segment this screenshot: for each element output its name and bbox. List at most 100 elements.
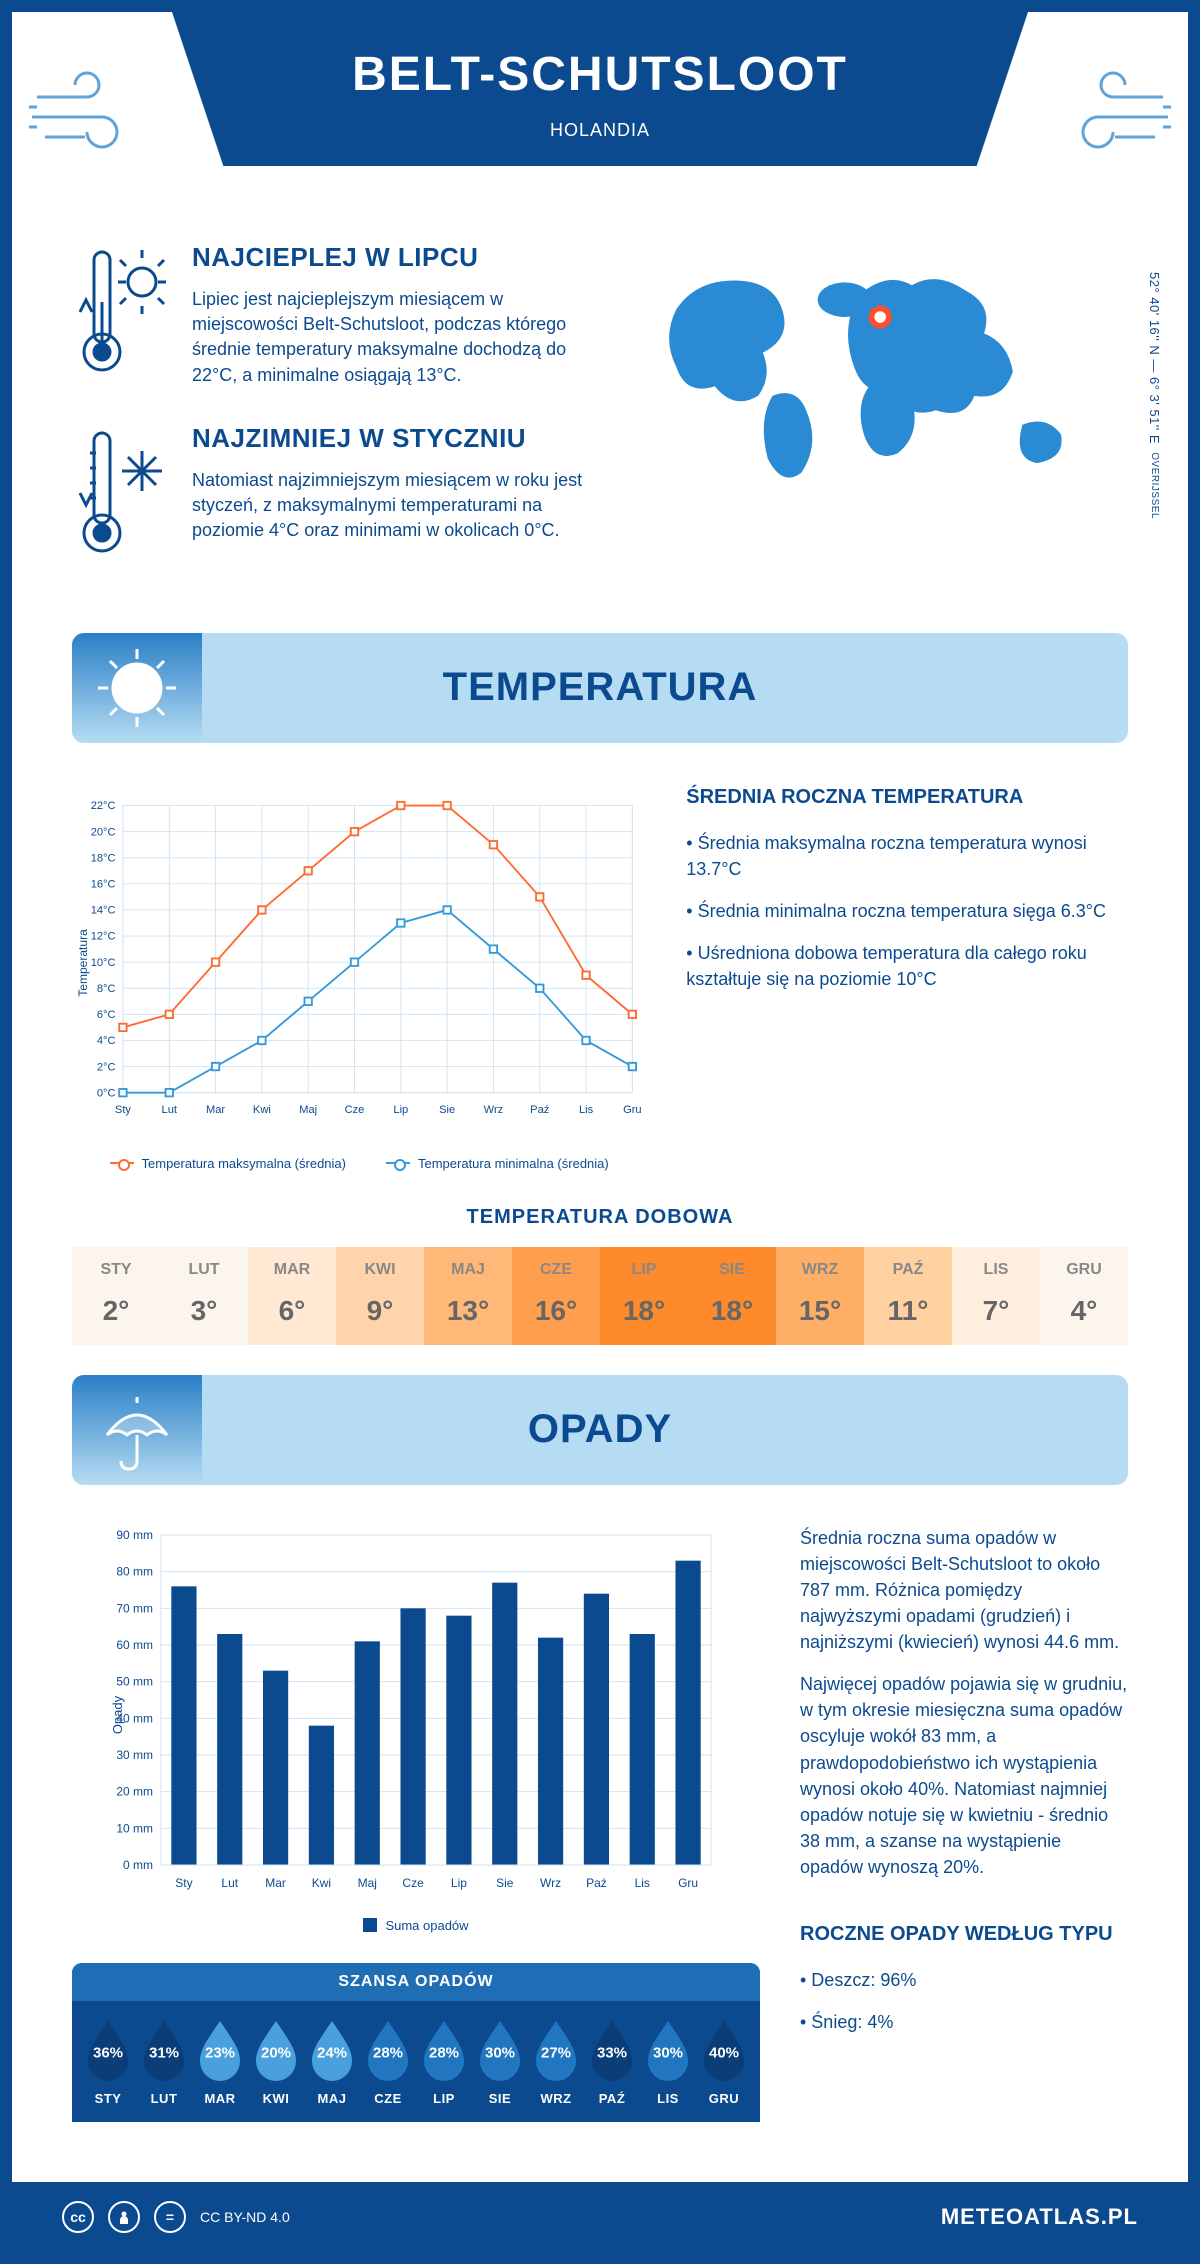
precip-chance-cell: 30% SIE	[474, 2019, 526, 2106]
svg-text:50 mm: 50 mm	[116, 1674, 153, 1688]
svg-text:Lut: Lut	[221, 1876, 238, 1890]
svg-text:Wrz: Wrz	[540, 1876, 561, 1890]
svg-text:Lip: Lip	[393, 1104, 408, 1116]
svg-text:60 mm: 60 mm	[116, 1638, 153, 1652]
coldest-block: NAJZIMNIEJ W STYCZNIU Natomiast najzimni…	[72, 423, 598, 568]
daily-temp-cell: MAR6°	[248, 1247, 336, 1345]
by-icon	[108, 2201, 140, 2233]
precip-chance-cell: 33% PAŹ	[586, 2019, 638, 2106]
precip-chance-cell: 20% KWI	[250, 2019, 302, 2106]
svg-text:30 mm: 30 mm	[116, 1748, 153, 1762]
precip-type-item: • Deszcz: 96%	[800, 1967, 1128, 1993]
world-map-block: 52° 40' 16'' N — 6° 3' 51'' E OVERIJSSEL	[628, 242, 1128, 603]
svg-text:22°C: 22°C	[91, 800, 116, 812]
precip-type-title: ROCZNE OPADY WEDŁUG TYPU	[800, 1920, 1128, 1949]
svg-text:Maj: Maj	[358, 1876, 377, 1890]
svg-text:Lut: Lut	[162, 1104, 177, 1116]
svg-text:Opady: Opady	[110, 1695, 125, 1734]
svg-text:Wrz: Wrz	[484, 1104, 504, 1116]
svg-text:Kwi: Kwi	[253, 1104, 271, 1116]
svg-text:Lis: Lis	[635, 1876, 650, 1890]
precip-chance-cell: 28% CZE	[362, 2019, 414, 2106]
temp-summary-title: ŚREDNIA ROCZNA TEMPERATURA	[686, 783, 1128, 812]
svg-text:Mar: Mar	[206, 1104, 225, 1116]
daily-temp-grid: STY2°LUT3°MAR6°KWI9°MAJ13°CZE16°LIP18°SI…	[72, 1247, 1128, 1345]
page-frame: BELT-SCHUTSLOOT HOLANDIA	[0, 0, 1200, 2264]
svg-text:20 mm: 20 mm	[116, 1784, 153, 1798]
sun-icon	[72, 633, 202, 743]
precip-type-item: • Śnieg: 4%	[800, 2009, 1128, 2035]
location-title: BELT-SCHUTSLOOT	[192, 47, 1008, 102]
precip-chance-cell: 31% LUT	[138, 2019, 190, 2106]
precip-chance-cell: 24% MAJ	[306, 2019, 358, 2106]
svg-text:70 mm: 70 mm	[116, 1601, 153, 1615]
precip-chance-cell: 36% STY	[82, 2019, 134, 2106]
cc-icon: cc	[62, 2201, 94, 2233]
svg-text:6°C: 6°C	[97, 1009, 116, 1021]
svg-text:Sie: Sie	[496, 1876, 514, 1890]
warmest-block: NAJCIEPLEJ W LIPCU Lipiec jest najcieple…	[72, 242, 598, 388]
warmest-title: NAJCIEPLEJ W LIPCU	[192, 242, 598, 273]
svg-text:Mar: Mar	[265, 1876, 286, 1890]
precip-chance-cell: 30% LIS	[642, 2019, 694, 2106]
svg-text:16°C: 16°C	[91, 878, 116, 890]
daily-temp-cell: WRZ15°	[776, 1247, 864, 1345]
wind-icon-left	[12, 12, 162, 157]
temperature-heading: TEMPERATURA	[202, 665, 1128, 710]
precip-chance-cell: 27% WRZ	[530, 2019, 582, 2106]
thermometer-sun-icon	[72, 242, 172, 388]
daily-temp-title: TEMPERATURA DOBOWA	[72, 1206, 1128, 1229]
svg-text:8°C: 8°C	[97, 983, 116, 995]
svg-text:Paź: Paź	[586, 1876, 607, 1890]
svg-text:4°C: 4°C	[97, 1035, 116, 1047]
chance-title: SZANSA OPADÓW	[72, 1963, 760, 2001]
license-badges: cc = CC BY-ND 4.0	[62, 2201, 290, 2233]
precipitation-heading: OPADY	[202, 1407, 1128, 1452]
precip-chance-cell: 28% LIP	[418, 2019, 470, 2106]
daily-temp-cell: CZE16°	[512, 1247, 600, 1345]
precip-chance-cell: 40% GRU	[698, 2019, 750, 2106]
temperature-chart: 0°C 2°C 4°C 6°C 8°C 10°C 12°C 14°C 16°C 18°C 20°C 2…	[72, 783, 646, 1171]
thermometer-snow-icon	[72, 423, 172, 568]
coordinates: 52° 40' 16'' N — 6° 3' 51'' E OVERIJSSEL	[1147, 272, 1162, 519]
daily-temp-cell: LUT3°	[160, 1247, 248, 1345]
temperature-section-banner: TEMPERATURA	[72, 633, 1128, 743]
world-map	[628, 242, 1128, 492]
daily-temp-cell: STY2°	[72, 1247, 160, 1345]
svg-text:10°C: 10°C	[91, 957, 116, 969]
footer: cc = CC BY-ND 4.0 METEOATLAS.PL	[12, 2182, 1188, 2252]
svg-text:0°C: 0°C	[97, 1087, 116, 1099]
daily-temp-cell: KWI9°	[336, 1247, 424, 1345]
svg-text:Cze: Cze	[345, 1104, 365, 1116]
svg-text:2°C: 2°C	[97, 1061, 116, 1073]
precip-para: Średnia roczna suma opadów w miejscowośc…	[800, 1525, 1128, 1655]
coldest-title: NAJZIMNIEJ W STYCZNIU	[192, 423, 598, 454]
daily-temp-cell: MAJ13°	[424, 1247, 512, 1345]
svg-text:Kwi: Kwi	[312, 1876, 331, 1890]
warmest-text: Lipiec jest najcieplejszym miesiącem w m…	[192, 287, 598, 388]
svg-text:Cze: Cze	[402, 1876, 424, 1890]
nd-icon: =	[154, 2201, 186, 2233]
daily-temp-cell: LIP18°	[600, 1247, 688, 1345]
svg-text:12°C: 12°C	[91, 931, 116, 943]
svg-text:Gru: Gru	[678, 1876, 698, 1890]
svg-text:Lis: Lis	[579, 1104, 594, 1116]
precipitation-section-banner: OPADY	[72, 1375, 1128, 1485]
license-text: CC BY-ND 4.0	[200, 2209, 290, 2225]
svg-text:14°C: 14°C	[91, 904, 116, 916]
svg-text:20°C: 20°C	[91, 826, 116, 838]
title-banner: BELT-SCHUTSLOOT HOLANDIA	[172, 12, 1028, 166]
temperature-legend: Temperatura maksymalna (średnia) Tempera…	[72, 1156, 646, 1171]
wind-icon-right	[1038, 12, 1188, 157]
temp-bullet: • Średnia maksymalna roczna temperatura …	[686, 830, 1128, 882]
svg-text:Lip: Lip	[451, 1876, 467, 1890]
svg-text:Gru: Gru	[623, 1104, 642, 1116]
svg-text:Temperatura: Temperatura	[76, 929, 90, 997]
daily-temp-cell: SIE18°	[688, 1247, 776, 1345]
temp-bullet: • Uśredniona dobowa temperatura dla całe…	[686, 940, 1128, 992]
precip-chance-cell: 23% MAR	[194, 2019, 246, 2106]
precip-para: Najwięcej opadów pojawia się w grudniu, …	[800, 1671, 1128, 1880]
daily-temp-cell: PAŹ11°	[864, 1247, 952, 1345]
temperature-summary: ŚREDNIA ROCZNA TEMPERATURA • Średnia mak…	[686, 783, 1128, 1171]
svg-text:18°C: 18°C	[91, 852, 116, 864]
